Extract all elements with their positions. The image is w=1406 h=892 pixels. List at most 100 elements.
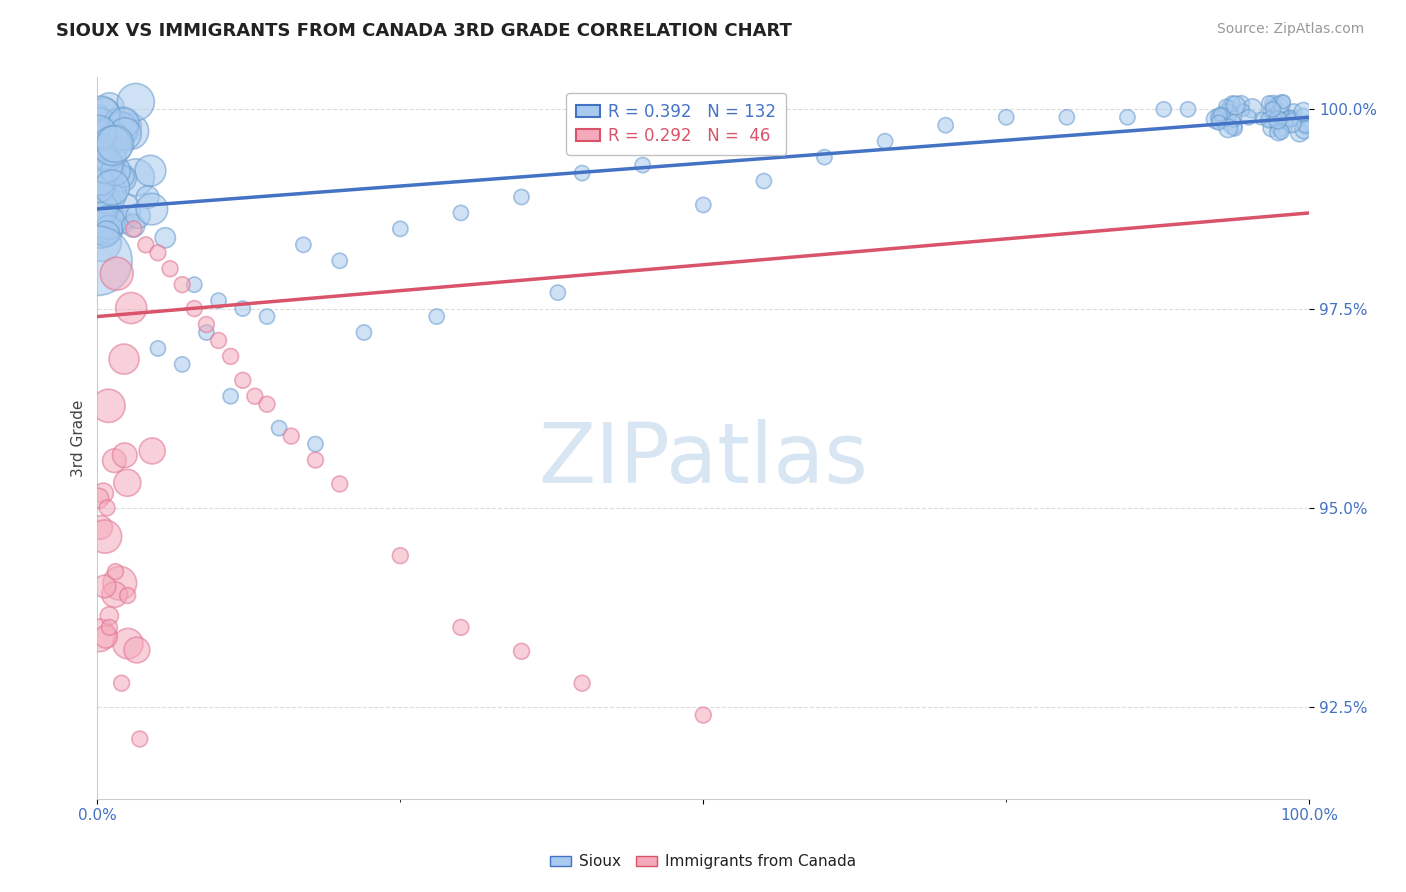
Point xyxy=(120,124,142,138)
Point xyxy=(87,214,110,228)
Point xyxy=(813,150,835,164)
Point xyxy=(94,194,117,209)
Text: Source: ZipAtlas.com: Source: ZipAtlas.com xyxy=(1216,22,1364,37)
Point xyxy=(98,162,121,177)
Point xyxy=(96,500,118,515)
Point xyxy=(256,397,278,411)
Point xyxy=(114,448,136,462)
Point xyxy=(1257,95,1279,110)
Point xyxy=(97,130,120,145)
Point xyxy=(1237,110,1260,124)
Point xyxy=(510,644,533,658)
Point xyxy=(101,165,124,179)
Point xyxy=(98,100,121,114)
Point xyxy=(86,112,108,127)
Point xyxy=(426,310,449,324)
Point xyxy=(96,227,118,241)
Point xyxy=(93,160,115,174)
Point xyxy=(96,195,118,210)
Point xyxy=(1257,112,1279,127)
Point xyxy=(1261,112,1284,126)
Point xyxy=(125,95,148,109)
Point xyxy=(1263,96,1285,111)
Point xyxy=(125,170,148,185)
Point xyxy=(87,120,110,134)
Point xyxy=(571,676,593,690)
Point xyxy=(112,352,135,367)
Point xyxy=(1263,99,1285,113)
Point xyxy=(692,198,714,212)
Point xyxy=(752,174,775,188)
Point xyxy=(1205,112,1227,127)
Text: ZIPatlas: ZIPatlas xyxy=(538,419,869,500)
Point xyxy=(1271,125,1294,139)
Point xyxy=(122,219,145,233)
Point xyxy=(87,131,110,145)
Point xyxy=(1267,125,1289,139)
Point xyxy=(90,145,112,159)
Point xyxy=(94,630,117,644)
Point xyxy=(207,293,229,308)
Point xyxy=(128,731,150,746)
Point xyxy=(111,171,134,186)
Point xyxy=(103,208,125,222)
Point xyxy=(389,549,412,563)
Point xyxy=(155,231,177,245)
Point xyxy=(195,318,218,332)
Point xyxy=(110,122,132,136)
Point xyxy=(1295,120,1317,135)
Point xyxy=(117,637,139,651)
Point xyxy=(389,222,412,236)
Point xyxy=(1218,100,1240,114)
Point xyxy=(111,119,134,133)
Point xyxy=(101,186,124,201)
Point xyxy=(127,209,149,223)
Point xyxy=(108,576,131,591)
Point xyxy=(1270,96,1292,111)
Point xyxy=(89,628,111,642)
Point xyxy=(1177,103,1199,117)
Point xyxy=(304,453,326,467)
Point xyxy=(87,194,110,209)
Point xyxy=(97,216,120,230)
Point xyxy=(1222,118,1244,132)
Point xyxy=(1260,103,1282,118)
Point xyxy=(98,150,121,164)
Point xyxy=(141,202,163,216)
Point xyxy=(91,235,114,250)
Point xyxy=(183,277,205,292)
Point xyxy=(117,475,139,490)
Point xyxy=(87,491,110,506)
Point xyxy=(1209,108,1232,122)
Legend: R = 0.392   N = 132, R = 0.292   N =  46: R = 0.392 N = 132, R = 0.292 N = 46 xyxy=(567,93,786,155)
Point xyxy=(117,589,139,603)
Point xyxy=(101,139,124,153)
Point xyxy=(93,150,115,164)
Point xyxy=(112,169,135,184)
Point xyxy=(111,215,134,229)
Point xyxy=(353,326,375,340)
Point xyxy=(122,222,145,236)
Point xyxy=(94,143,117,157)
Point xyxy=(120,301,142,315)
Point xyxy=(292,237,315,252)
Point xyxy=(1215,99,1237,113)
Point xyxy=(304,437,326,451)
Point xyxy=(1288,126,1310,140)
Point xyxy=(1292,104,1315,119)
Point xyxy=(98,620,121,634)
Point xyxy=(90,222,112,236)
Point xyxy=(87,193,110,207)
Point xyxy=(329,253,352,268)
Point xyxy=(139,163,162,178)
Point xyxy=(280,429,302,443)
Point xyxy=(159,261,181,276)
Point xyxy=(93,579,115,593)
Point xyxy=(86,253,108,268)
Text: SIOUX VS IMMIGRANTS FROM CANADA 3RD GRADE CORRELATION CHART: SIOUX VS IMMIGRANTS FROM CANADA 3RD GRAD… xyxy=(56,22,792,40)
Point xyxy=(91,202,114,217)
Point xyxy=(89,204,111,219)
Point xyxy=(107,138,129,153)
Point xyxy=(104,163,127,178)
Point xyxy=(97,399,120,413)
